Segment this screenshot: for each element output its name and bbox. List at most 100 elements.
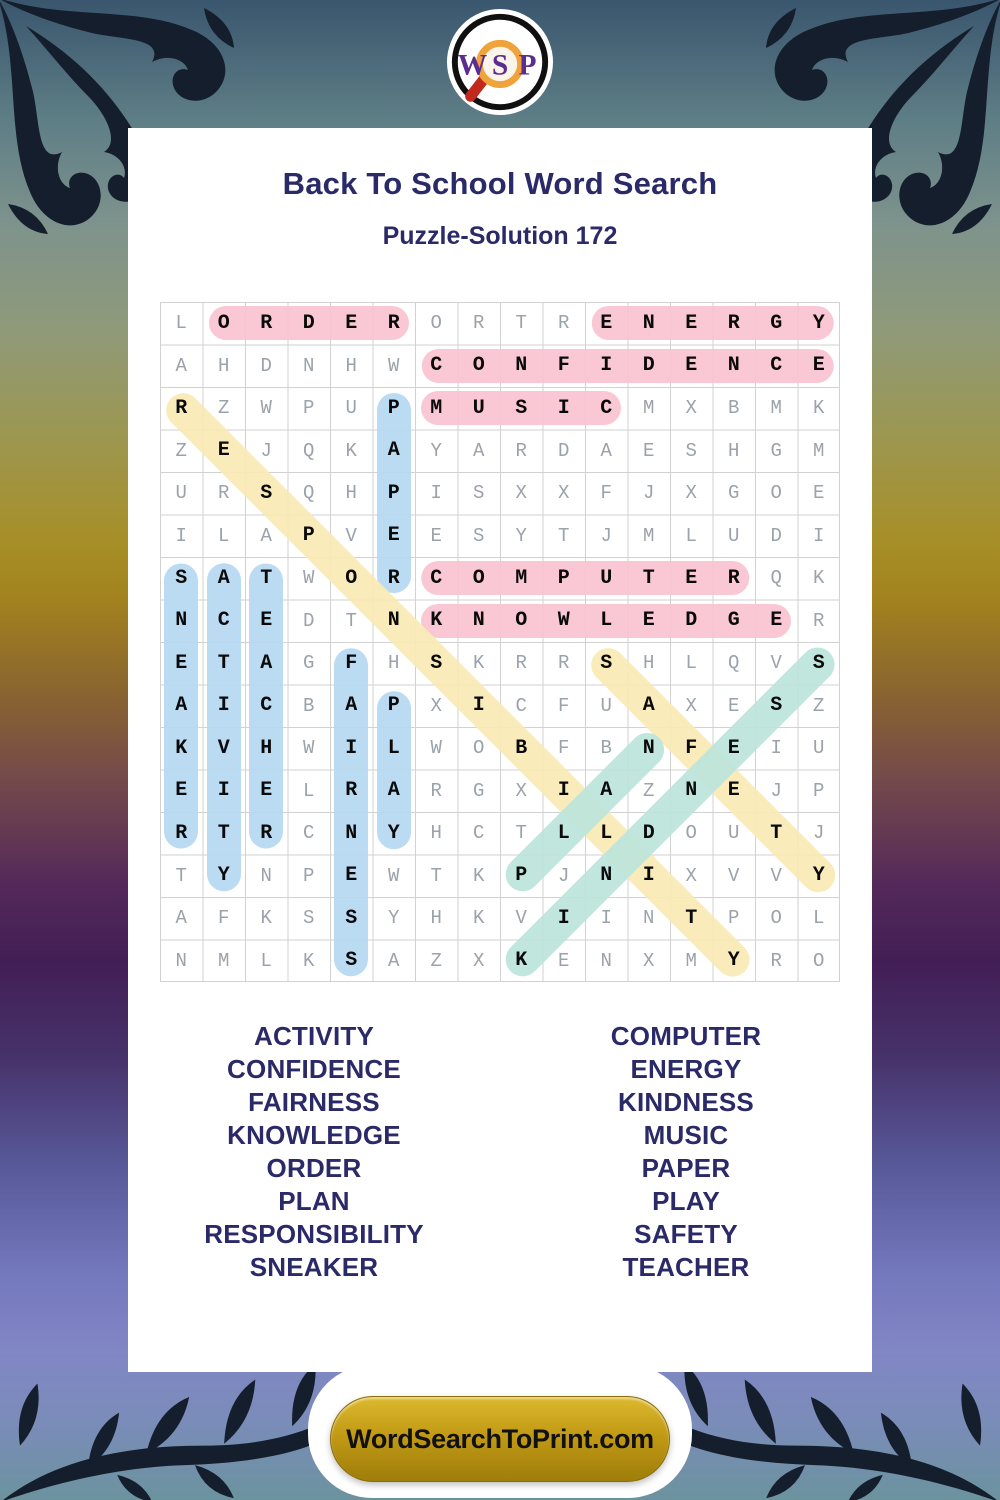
grid-cell: R (345, 779, 358, 803)
grid-cell: J (813, 822, 825, 845)
grid-cell: T (175, 864, 187, 887)
page-subtitle: Puzzle-Solution 172 (382, 222, 618, 250)
grid-cell: N (175, 949, 187, 972)
flourish-bottom-left-icon (3, 1364, 451, 1500)
grid-cell: J (600, 524, 612, 547)
grid-cell: E (813, 482, 825, 505)
word-list-item: COMPUTER (610, 1021, 762, 1051)
word-list-item: ORDER (266, 1153, 362, 1183)
grid-cell: D (642, 354, 655, 378)
grid-cell: K (813, 397, 825, 420)
grid-cell: V (770, 864, 782, 887)
grid-cell: C (600, 396, 613, 420)
word-list-item: TEACHER (622, 1252, 750, 1282)
grid-cell: X (685, 482, 697, 505)
grid-cell: S (175, 566, 188, 590)
grid-cell: O (472, 354, 485, 378)
grid-cell: W (388, 354, 400, 377)
grid-cell: W (303, 737, 315, 760)
word-list-item: PLAN (278, 1186, 350, 1216)
flourish-top-right-icon (766, 0, 1000, 234)
grid-cell: D (302, 311, 315, 335)
word-list-item: CONFIDENCE (227, 1054, 401, 1084)
grid-cell: N (642, 736, 655, 760)
grid-cell: T (345, 609, 357, 632)
grid-cell: K (473, 864, 485, 887)
grid-cell: U (472, 396, 485, 420)
grid-cell: Y (727, 949, 740, 973)
grid-cell: G (473, 779, 485, 802)
grid-cell: K (260, 907, 272, 930)
grid-cell: E (558, 949, 570, 972)
word-list-item: ENERGY (630, 1054, 742, 1084)
grid-cell: K (515, 949, 528, 973)
grid-cell: N (600, 864, 613, 888)
grid-cell: R (218, 482, 230, 505)
grid-cell: X (430, 694, 442, 717)
grid-cell: O (472, 566, 485, 590)
grid-cell: C (303, 822, 315, 845)
grid-cell: S (515, 396, 528, 420)
grid-cell: C (260, 694, 273, 718)
grid-cell: H (430, 822, 442, 845)
grid-cell: A (345, 694, 358, 718)
grid-cell: Q (770, 567, 782, 590)
word-list-item: PAPER (641, 1153, 731, 1183)
grid-cell: P (387, 694, 400, 718)
grid-cell: J (260, 439, 272, 462)
grid-cell: U (813, 737, 825, 760)
grid-cell: C (515, 694, 527, 717)
grid-cell: R (260, 311, 273, 335)
grid-cell: E (685, 354, 698, 378)
site-banner-button[interactable]: WordSearchToPrint.com (330, 1396, 670, 1482)
grid-cell: T (685, 906, 698, 930)
grid-cell: Y (812, 311, 825, 335)
grid-cell: V (770, 652, 782, 675)
grid-cell: Z (430, 949, 442, 972)
grid-cell: Q (303, 482, 315, 505)
grid-cell: P (813, 779, 825, 802)
word-highlight-energy (591, 306, 834, 341)
grid-cell: E (770, 609, 783, 633)
grid-cell: N (642, 311, 655, 335)
grid-cell: R (727, 566, 740, 590)
grid-cell: R (387, 311, 400, 335)
grid-cell: J (558, 864, 570, 887)
grid-cell: I (557, 906, 570, 930)
grid-cell: N (472, 609, 485, 633)
grid-cell: U (728, 524, 740, 547)
grid-cell: U (600, 566, 613, 590)
flourish-bottom-right-icon (549, 1364, 1000, 1500)
grid-cell: I (472, 694, 485, 718)
magnifier-ring-icon (475, 39, 525, 89)
grid-cell: P (728, 907, 740, 930)
grid-cell: V (728, 864, 740, 887)
grid-cell: G (728, 482, 740, 505)
grid-cell: E (727, 779, 740, 803)
grid-cell: D (303, 609, 315, 632)
grid-cell: A (388, 949, 400, 972)
grid-cell: O (685, 822, 697, 845)
grid-cell: I (175, 524, 187, 547)
grid-cell: W (388, 864, 400, 887)
grid-cell: P (387, 396, 400, 420)
grid-cell: B (515, 736, 528, 760)
word-list-item: MUSIC (643, 1120, 729, 1150)
grid-cell: Y (217, 864, 230, 888)
grid-cell: X (685, 694, 697, 717)
grid-cell: P (303, 864, 315, 887)
grid-cell: A (175, 694, 188, 718)
grid-cell: E (175, 651, 188, 675)
grid-cell: Q (303, 439, 315, 462)
grid-cell: R (175, 821, 188, 845)
grid-cell: X (473, 949, 485, 972)
grid-cell: O (770, 482, 782, 505)
grid-cell: L (303, 779, 315, 802)
grid-cell: U (345, 397, 357, 420)
grid-cell: E (600, 311, 613, 335)
grid-cell: R (727, 311, 740, 335)
grid-cell: M (430, 396, 443, 420)
grid-cell: U (600, 694, 612, 717)
grid-cell: O (473, 737, 485, 760)
